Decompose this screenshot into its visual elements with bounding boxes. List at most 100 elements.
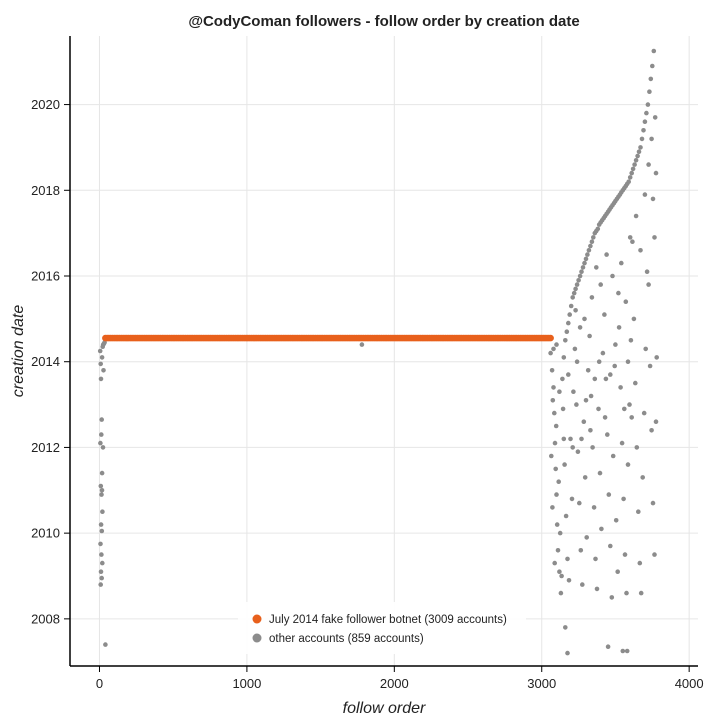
data-point-other xyxy=(103,642,108,647)
data-point-other xyxy=(619,440,625,446)
data-point-other xyxy=(625,359,631,365)
data-point-other xyxy=(595,226,601,232)
data-point-other xyxy=(603,376,609,382)
data-point-other xyxy=(99,575,104,581)
legend-marker-botnet xyxy=(252,614,262,624)
data-point-other xyxy=(619,260,624,266)
data-point-other xyxy=(641,410,647,416)
data-point-other xyxy=(99,417,104,422)
data-point-other xyxy=(636,149,642,154)
data-point-other xyxy=(633,213,639,219)
data-point-other xyxy=(608,372,613,377)
y-tick-label: 2020 xyxy=(31,97,60,112)
data-point-other xyxy=(606,492,612,497)
data-point-other xyxy=(652,115,658,120)
data-point-other xyxy=(613,342,618,347)
data-point-other xyxy=(101,368,106,373)
data-point-other xyxy=(99,492,104,497)
data-point-other xyxy=(587,333,592,339)
y-axis-title: creation date xyxy=(10,305,27,398)
data-point-other xyxy=(99,528,105,534)
data-point-other xyxy=(632,162,637,167)
legend-box xyxy=(238,602,526,654)
data-point-other xyxy=(99,552,104,557)
data-point-other xyxy=(565,650,570,656)
data-point-other xyxy=(654,355,659,360)
legend-label-other: other accounts (859 accounts) xyxy=(269,633,424,645)
data-point-other xyxy=(557,569,562,574)
data-point-other xyxy=(646,282,651,287)
data-point-other xyxy=(359,342,365,347)
data-point-other xyxy=(616,290,621,296)
data-point-other xyxy=(580,265,586,270)
data-point-other xyxy=(634,445,640,450)
data-point-other xyxy=(100,509,105,514)
data-point-other xyxy=(554,522,560,527)
data-point-other xyxy=(647,363,653,369)
data-point-other xyxy=(588,243,593,249)
data-point-other xyxy=(627,402,632,407)
data-point-other xyxy=(100,445,106,450)
data-point-other xyxy=(550,398,556,403)
data-point-other xyxy=(581,419,587,425)
y-tick-label: 2016 xyxy=(31,269,60,284)
data-point-other xyxy=(557,530,563,536)
data-point-other xyxy=(559,573,564,579)
data-point-other xyxy=(622,552,628,557)
x-tick-label: 3000 xyxy=(527,676,556,691)
data-point-other xyxy=(636,509,641,514)
data-point-other xyxy=(579,436,584,442)
data-point-other xyxy=(620,648,626,654)
data-point-other xyxy=(625,462,631,467)
data-point-other xyxy=(552,560,557,566)
data-point-other xyxy=(624,590,629,596)
data-point-other xyxy=(570,295,575,300)
data-point-other xyxy=(596,359,602,365)
data-point-other xyxy=(560,406,566,412)
data-point-other xyxy=(100,560,105,566)
data-point-other xyxy=(565,556,570,562)
data-point-other xyxy=(578,548,584,553)
data-point-other xyxy=(627,175,633,180)
data-point-other xyxy=(564,329,570,335)
data-point-other xyxy=(591,505,597,510)
data-point-other xyxy=(552,440,558,446)
chart-legend: July 2014 fake follower botnet (3009 acc… xyxy=(238,602,526,654)
data-point-other xyxy=(588,428,593,433)
data-point-other xyxy=(596,406,601,412)
data-point-other xyxy=(653,419,659,425)
data-point-other xyxy=(572,346,578,352)
data-point-other xyxy=(98,541,103,547)
y-tick-label: 2014 xyxy=(31,354,60,369)
x-tick-label: 2000 xyxy=(380,676,409,691)
data-point-other xyxy=(623,299,629,305)
data-point-other xyxy=(561,436,567,442)
data-point-other xyxy=(618,385,623,390)
data-point-other xyxy=(99,470,105,476)
data-point-other xyxy=(600,350,606,356)
data-point-other xyxy=(627,235,633,240)
data-point-other xyxy=(577,500,582,506)
data-point-other xyxy=(98,440,103,446)
data-point-other xyxy=(574,402,579,407)
data-point-other xyxy=(553,466,558,472)
data-point-other xyxy=(566,320,571,326)
data-point-other xyxy=(569,496,575,502)
data-point-other xyxy=(568,303,574,309)
data-point-other xyxy=(612,363,617,369)
data-point-other xyxy=(652,235,657,240)
data-point-other xyxy=(586,248,592,253)
data-point-other xyxy=(563,513,569,519)
data-point-other xyxy=(630,239,635,244)
data-point-other xyxy=(598,282,603,287)
data-point-other xyxy=(563,338,568,343)
data-point-other xyxy=(575,449,581,455)
x-tick-label: 4000 xyxy=(675,676,704,691)
data-point-other xyxy=(99,355,105,360)
data-point-other xyxy=(589,239,595,244)
x-axis-title: follow order xyxy=(343,700,426,717)
data-point-other xyxy=(553,423,559,429)
data-point-other xyxy=(642,119,648,124)
data-point-other xyxy=(558,590,564,596)
